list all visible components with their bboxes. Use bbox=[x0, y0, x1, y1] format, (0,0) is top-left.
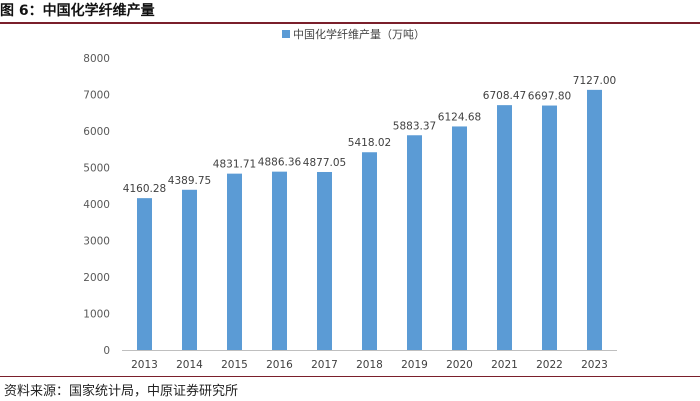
legend-swatch bbox=[282, 30, 290, 38]
value-label-2022: 6697.80 bbox=[528, 91, 571, 103]
bar-2013 bbox=[137, 198, 152, 350]
y-tick-label: 6000 bbox=[83, 126, 110, 138]
bar-2022 bbox=[542, 105, 557, 350]
value-label-2016: 4886.36 bbox=[258, 157, 302, 169]
bar-chart: 中国化学纤维产量（万吨） 0 1000 2000 3000 4000 5000 6000 70… bbox=[83, 27, 617, 371]
value-label-2017: 4877.05 bbox=[303, 157, 346, 169]
bars-group bbox=[137, 89, 602, 351]
value-label-2013: 4160.28 bbox=[123, 183, 166, 195]
x-tick-label-2018: 2018 bbox=[356, 359, 383, 371]
value-label-2019: 5883.37 bbox=[393, 120, 436, 132]
x-tick-label-2014: 2014 bbox=[176, 359, 203, 371]
y-tick-label: 8000 bbox=[83, 53, 110, 65]
x-tick-label-2021: 2021 bbox=[491, 359, 518, 371]
bar-2019 bbox=[407, 135, 422, 350]
y-tick-label: 7000 bbox=[83, 90, 110, 102]
x-tick-label-2022: 2022 bbox=[536, 359, 563, 371]
x-axis: 2013 2014 2015 2016 2017 2018 2019 2020 2021 2022… bbox=[122, 350, 617, 371]
source-rule bbox=[0, 376, 700, 377]
bar-2014 bbox=[182, 189, 197, 350]
x-tick-label-2019: 2019 bbox=[401, 359, 428, 371]
value-label-2015: 4831.71 bbox=[213, 159, 256, 171]
y-tick-label: 4000 bbox=[83, 199, 110, 211]
value-label-2023: 7127.00 bbox=[573, 75, 616, 87]
y-tick-label: 3000 bbox=[83, 236, 110, 248]
bar-2021 bbox=[497, 105, 512, 351]
bar-2016 bbox=[272, 171, 287, 350]
chart-legend: 中国化学纤维产量（万吨） bbox=[282, 27, 425, 41]
x-tick-label-2017: 2017 bbox=[311, 359, 338, 371]
bar-2015 bbox=[227, 173, 242, 350]
x-tick-label-2020: 2020 bbox=[446, 359, 473, 371]
value-label-2018: 5418.02 bbox=[348, 137, 391, 149]
y-tick-label: 1000 bbox=[83, 309, 110, 321]
bar-2018 bbox=[362, 152, 377, 350]
source-note: 资料来源：国家统计局，中原证券研究所 bbox=[4, 384, 239, 399]
legend-label: 中国化学纤维产量（万吨） bbox=[293, 27, 425, 41]
y-tick-label: 2000 bbox=[83, 272, 110, 284]
y-tick-label: 0 bbox=[103, 345, 110, 357]
bar-2017 bbox=[317, 171, 332, 350]
figure-title: 图 6：中国化学纤维产量 bbox=[0, 3, 155, 19]
bar-2023 bbox=[587, 89, 602, 350]
bar-2020 bbox=[452, 126, 467, 350]
value-label-2021: 6708.47 bbox=[483, 90, 526, 102]
title-rule bbox=[0, 22, 700, 24]
x-tick-label-2023: 2023 bbox=[581, 359, 608, 371]
x-tick-label-2015: 2015 bbox=[221, 359, 248, 371]
y-axis: 0 1000 2000 3000 4000 5000 6000 7000 8000 bbox=[83, 53, 110, 357]
y-tick-label: 5000 bbox=[83, 163, 110, 175]
value-label-2014: 4389.75 bbox=[168, 175, 211, 187]
x-tick-label-2013: 2013 bbox=[131, 359, 158, 371]
x-tick-label-2016: 2016 bbox=[266, 359, 293, 371]
value-label-2020: 6124.68 bbox=[438, 111, 481, 123]
